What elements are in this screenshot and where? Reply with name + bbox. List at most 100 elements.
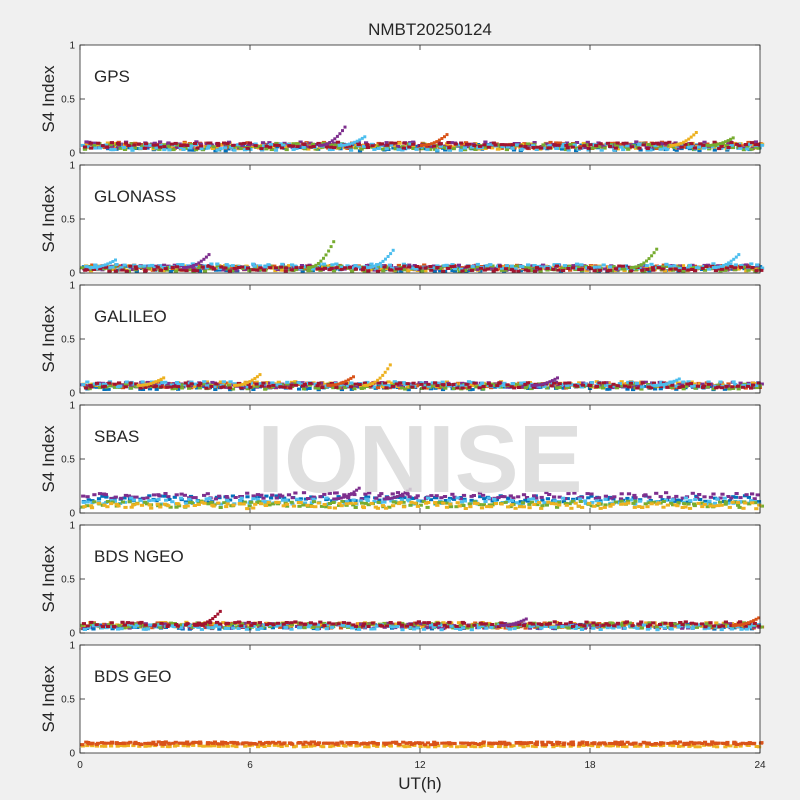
- data-point: [230, 494, 235, 498]
- data-point: [407, 495, 412, 499]
- data-point: [242, 386, 247, 389]
- data-point: [597, 145, 602, 149]
- data-point: [539, 146, 544, 150]
- data-point: [92, 500, 97, 504]
- data-point: [348, 144, 353, 148]
- peak-point: [152, 381, 155, 385]
- peak-point: [314, 263, 318, 267]
- data-point: [668, 264, 673, 268]
- peak-point: [376, 263, 380, 267]
- data-point: [621, 145, 626, 149]
- data-point: [482, 145, 487, 149]
- data-point: [611, 382, 616, 386]
- data-point: [741, 148, 746, 152]
- data-point: [187, 268, 192, 272]
- peak-point: [665, 382, 669, 386]
- data-point: [157, 147, 162, 151]
- data-point: [498, 264, 503, 268]
- data-point: [215, 146, 220, 150]
- data-point: [712, 501, 718, 505]
- data-point: [664, 262, 669, 266]
- peak-point: [306, 266, 310, 270]
- data-point: [302, 626, 307, 630]
- data-point: [327, 506, 332, 510]
- data-point: [400, 494, 405, 498]
- data-point: [735, 384, 741, 388]
- data-point: [608, 504, 613, 508]
- data-point: [239, 144, 244, 148]
- data-point: [151, 498, 156, 502]
- data-point: [518, 269, 523, 273]
- data-point: [185, 144, 190, 147]
- data-point: [202, 380, 207, 384]
- data-point: [442, 495, 448, 498]
- data-point: [202, 493, 207, 497]
- data-point: [614, 143, 619, 147]
- data-point: [728, 263, 733, 266]
- data-point: [117, 264, 122, 268]
- data-point: [174, 505, 179, 509]
- data-point: [342, 493, 347, 497]
- peak-point: [650, 254, 654, 258]
- peak-point: [671, 143, 675, 147]
- data-point: [647, 621, 652, 625]
- data-point: [523, 498, 528, 502]
- data-point: [377, 498, 382, 502]
- data-point: [594, 267, 599, 271]
- data-point: [683, 496, 688, 500]
- data-point: [310, 142, 316, 146]
- data-point: [587, 501, 592, 505]
- data-point: [182, 493, 187, 497]
- data-point: [583, 501, 588, 505]
- data-point: [162, 494, 167, 498]
- data-point: [387, 263, 392, 267]
- data-point: [500, 266, 505, 270]
- data-point: [464, 142, 469, 146]
- data-point: [183, 381, 188, 385]
- data-point: [458, 624, 463, 628]
- data-point: [494, 498, 499, 502]
- data-point: [211, 145, 216, 149]
- data-point: [452, 145, 457, 149]
- data-point: [416, 499, 421, 503]
- data-point: [263, 500, 268, 504]
- data-point: [101, 267, 106, 271]
- data-point: [739, 264, 744, 267]
- data-point: [124, 380, 129, 384]
- data-point: [526, 387, 531, 390]
- data-point: [573, 501, 578, 505]
- data-point: [447, 146, 452, 150]
- data-point: [126, 494, 131, 498]
- data-point: [525, 499, 530, 503]
- data-point: [511, 269, 516, 273]
- data-point: [223, 149, 228, 153]
- data-point: [726, 501, 731, 505]
- peak-point: [550, 379, 554, 383]
- data-point: [105, 500, 110, 503]
- data-point: [218, 382, 223, 386]
- data-point: [400, 148, 405, 152]
- data-point: [239, 496, 244, 500]
- data-point: [413, 501, 418, 505]
- data-point: [718, 269, 723, 273]
- peak-point: [711, 143, 715, 147]
- peak-point: [432, 141, 436, 145]
- data-point: [91, 268, 96, 271]
- data-point: [467, 142, 472, 146]
- data-point: [584, 266, 590, 270]
- data-point: [172, 495, 177, 499]
- peak-point: [670, 380, 674, 384]
- peak-point: [716, 142, 720, 146]
- data-point: [245, 495, 250, 499]
- data-point: [525, 384, 530, 388]
- data-point: [661, 505, 666, 509]
- data-point: [592, 504, 597, 508]
- data-point: [310, 267, 316, 271]
- data-point: [184, 501, 189, 505]
- peak-point: [194, 262, 198, 266]
- data-point: [658, 145, 663, 149]
- data-point: [418, 266, 423, 270]
- data-point: [262, 144, 267, 148]
